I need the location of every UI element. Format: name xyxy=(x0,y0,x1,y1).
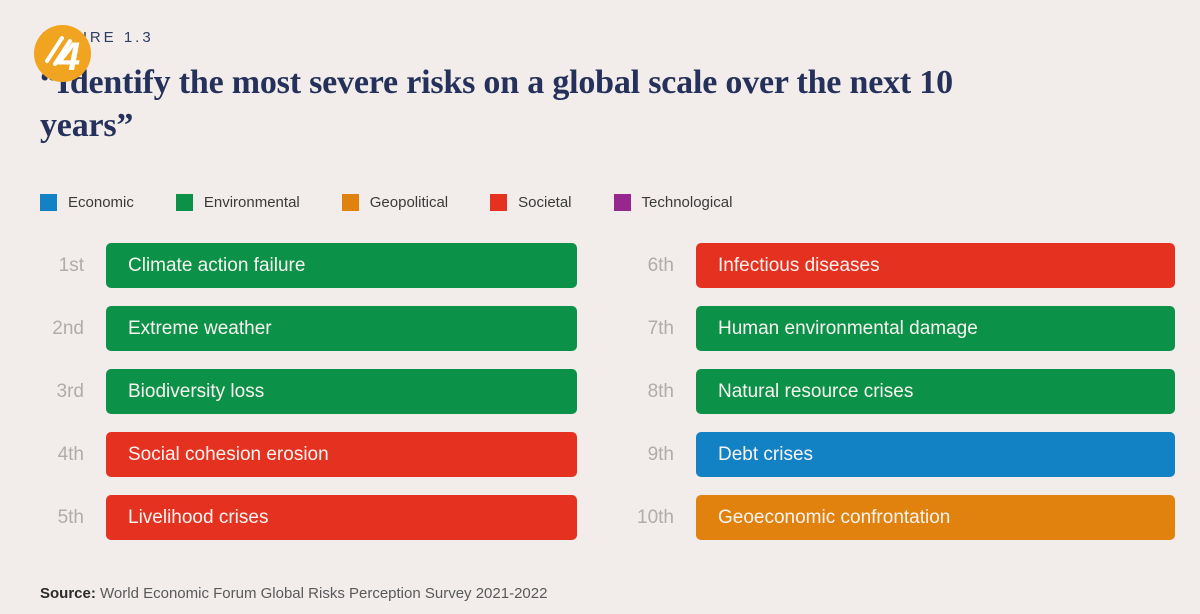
legend-item: Technological xyxy=(613,194,733,211)
risk-bar: Biodiversity loss xyxy=(106,369,577,414)
risk-bar-label: Human environmental damage xyxy=(718,317,978,339)
risk-bar: Geoeconomic confrontation xyxy=(696,495,1175,540)
legend: Economic Environmental Geopolitical Soci… xyxy=(40,194,732,211)
legend-item: Societal xyxy=(490,194,572,211)
legend-swatch-icon xyxy=(613,194,631,211)
rank-label: 10th xyxy=(637,506,674,528)
rank-row: 10th Geoeconomic confrontation xyxy=(630,495,1175,540)
risk-bar-label: Social cohesion erosion xyxy=(128,443,329,465)
rank-row: 1st Climate action failure xyxy=(40,243,577,288)
risk-bar: Social cohesion erosion xyxy=(106,432,577,477)
ranking-column-left: 1st Climate action failure 2nd Extreme w… xyxy=(40,243,577,558)
legend-swatch-icon xyxy=(341,194,359,211)
legend-label: Economic xyxy=(68,194,134,211)
legend-swatch-icon xyxy=(40,194,57,211)
source-note: Source: World Economic Forum Global Risk… xyxy=(40,585,547,602)
risk-bar: Livelihood crises xyxy=(106,495,577,540)
legend-label: Technological xyxy=(641,194,733,211)
badge-glyph: 4 xyxy=(57,35,80,79)
rank-label: 2nd xyxy=(52,317,84,339)
risk-bar: Climate action failure xyxy=(106,243,577,288)
legend-label: Geopolitical xyxy=(369,194,449,211)
risk-bar-label: Climate action failure xyxy=(128,254,306,276)
legend-item: Geopolitical xyxy=(341,194,449,211)
legend-swatch-icon xyxy=(175,194,193,211)
risk-bar: Extreme weather xyxy=(106,306,577,351)
rank-label: 8th xyxy=(647,380,674,402)
rank-label: 5th xyxy=(57,506,84,528)
source-text: World Economic Forum Global Risks Percep… xyxy=(95,585,548,602)
rank-row: 7th Human environmental damage xyxy=(630,306,1175,351)
rank-row: 5th Livelihood crises xyxy=(40,495,577,540)
ranking-chart: 1st Climate action failure 2nd Extreme w… xyxy=(40,243,1175,558)
rank-label: 7th xyxy=(647,317,674,339)
rank-row: 3rd Biodiversity loss xyxy=(40,369,577,414)
rank-row: 9th Debt crises xyxy=(630,432,1175,477)
rank-label: 4th xyxy=(57,443,84,465)
rank-row: 2nd Extreme weather xyxy=(40,306,577,351)
legend-item: Environmental xyxy=(175,194,300,211)
risk-bar-label: Infectious diseases xyxy=(718,254,880,276)
risk-bar-label: Biodiversity loss xyxy=(128,380,265,402)
risk-bar-label: Natural resource crises xyxy=(718,380,914,402)
source-prefix: Source: xyxy=(40,585,96,602)
rank-row: 8th Natural resource crises xyxy=(630,369,1175,414)
risk-bar-label: Debt crises xyxy=(718,443,814,465)
watermark-badge: 4 xyxy=(34,25,91,82)
legend-item: Economic xyxy=(40,194,134,211)
risk-bar-label: Livelihood crises xyxy=(128,506,269,528)
watermark-badge-icon: 4 xyxy=(34,25,91,82)
rank-label: 1st xyxy=(58,254,84,276)
risk-bar: Human environmental damage xyxy=(696,306,1175,351)
rank-label: 6th xyxy=(647,254,674,276)
legend-label: Societal xyxy=(518,194,572,211)
rank-row: 6th Infectious diseases xyxy=(630,243,1175,288)
ranking-column-right: 6th Infectious diseases 7th Human enviro… xyxy=(630,243,1175,558)
rank-row: 4th Social cohesion erosion xyxy=(40,432,577,477)
legend-label: Environmental xyxy=(203,194,300,211)
rank-label: 3rd xyxy=(56,380,84,402)
risk-bar-label: Extreme weather xyxy=(128,317,272,339)
risk-bar: Debt crises xyxy=(696,432,1175,477)
risk-bar-label: Geoeconomic confrontation xyxy=(718,506,951,528)
risk-bar: Infectious diseases xyxy=(696,243,1175,288)
risk-bar: Natural resource crises xyxy=(696,369,1175,414)
legend-swatch-icon xyxy=(490,194,508,211)
rank-label: 9th xyxy=(647,443,674,465)
page-title: “Identify the most severe risks on a glo… xyxy=(40,64,953,144)
